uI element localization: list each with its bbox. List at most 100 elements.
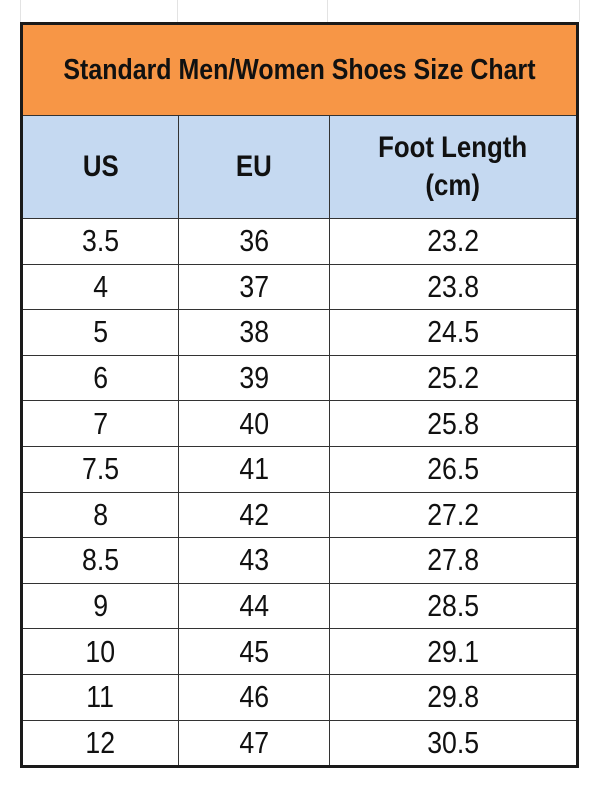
cell-eu: 40 (178, 400, 330, 447)
table-row: 12 47 30.5 (21, 719, 578, 768)
cell-value: 23.2 (427, 223, 479, 259)
cell-value: 25.2 (427, 360, 479, 396)
cell-cm: 26.5 (329, 445, 578, 493)
sheet-gridline (579, 0, 580, 22)
cell-value: 45 (239, 633, 269, 669)
title-text: Standard Men/Women Shoes Size Chart (63, 53, 536, 86)
cell-eu: 36 (178, 218, 330, 265)
cell-value: 42 (239, 496, 269, 532)
cell-us: 11 (21, 673, 179, 721)
cell-us: 4 (21, 263, 179, 311)
cell-value: 37 (239, 268, 269, 304)
cell-us: 9 (21, 582, 179, 630)
cell-eu: 39 (178, 354, 330, 402)
cell-us: 6 (21, 354, 179, 402)
cell-cm: 24.5 (329, 309, 578, 356)
table-row: 7 40 25.8 (21, 400, 578, 447)
table-row: 8 42 27.2 (21, 491, 578, 539)
table-title: Standard Men/Women Shoes Size Chart (21, 23, 578, 116)
table-row: 3.5 36 23.2 (21, 218, 578, 265)
cell-value: 46 (239, 679, 269, 715)
cell-value: 25.8 (427, 405, 479, 441)
table-row: 8.5 43 27.8 (21, 537, 578, 584)
cell-us: 7 (21, 400, 179, 447)
cell-eu: 43 (178, 537, 330, 584)
cell-value: 28.5 (427, 588, 479, 624)
cell-value: 47 (239, 724, 269, 760)
header-row: US EU Foot Length (cm) (21, 115, 578, 219)
table-row: 10 45 29.1 (21, 628, 578, 675)
cell-value: 38 (239, 314, 269, 350)
table-row: 6 39 25.2 (21, 354, 578, 402)
cell-us: 3.5 (21, 218, 179, 265)
cell-value: 44 (239, 588, 269, 624)
cell-value: 8 (93, 496, 108, 532)
column-header-us: US (21, 115, 179, 219)
cell-eu: 47 (178, 719, 330, 768)
cell-cm: 28.5 (329, 582, 578, 630)
cell-value: 4 (93, 268, 108, 304)
cell-value: 9 (93, 588, 108, 624)
cell-value: 41 (239, 451, 269, 487)
cell-value: 12 (85, 724, 116, 760)
cell-value: 7 (93, 405, 108, 441)
cell-value: 29.1 (427, 633, 479, 669)
cell-value: 3.5 (81, 223, 120, 259)
cell-cm: 23.2 (329, 218, 578, 265)
cell-us: 12 (21, 719, 179, 768)
cell-cm: 29.8 (329, 673, 578, 721)
cell-value: 40 (239, 405, 269, 441)
header-label: Foot Length (378, 131, 528, 164)
cell-value: 26.5 (427, 451, 479, 487)
cell-us: 10 (21, 628, 179, 675)
table-row: 7.5 41 26.5 (21, 445, 578, 493)
cell-value: 5 (93, 314, 108, 350)
cell-cm: 29.1 (329, 628, 578, 675)
cell-cm: 30.5 (329, 719, 578, 768)
size-chart-table: Standard Men/Women Shoes Size Chart US E… (20, 22, 579, 769)
cell-cm: 23.8 (329, 263, 578, 311)
cell-us: 7.5 (21, 445, 179, 493)
title-row: Standard Men/Women Shoes Size Chart (21, 23, 578, 116)
cell-cm: 25.2 (329, 354, 578, 402)
cell-eu: 42 (178, 491, 330, 539)
table-row: 5 38 24.5 (21, 309, 578, 356)
header-label: US (82, 150, 119, 183)
cell-value: 30.5 (427, 724, 479, 760)
cell-us: 5 (21, 309, 179, 356)
column-header-eu: EU (178, 115, 330, 219)
cell-value: 8.5 (81, 542, 120, 578)
cell-value: 10 (85, 633, 116, 669)
cell-value: 27.2 (427, 496, 479, 532)
cell-eu: 38 (178, 309, 330, 356)
cell-us: 8.5 (21, 537, 179, 584)
sheet-gridline (327, 0, 328, 22)
cell-value: 27.8 (427, 542, 479, 578)
cell-value: 23.8 (427, 268, 479, 304)
cell-eu: 41 (178, 445, 330, 493)
cell-cm: 27.2 (329, 491, 578, 539)
header-label: EU (236, 150, 272, 183)
cell-value: 36 (239, 223, 269, 259)
cell-eu: 37 (178, 263, 330, 311)
cell-value: 6 (93, 360, 108, 396)
cell-value: 24.5 (427, 314, 479, 350)
cell-value: 39 (239, 360, 269, 396)
cell-cm: 27.8 (329, 537, 578, 584)
cell-value: 11 (86, 679, 115, 715)
cell-value: 7.5 (81, 451, 120, 487)
cell-value: 43 (239, 542, 269, 578)
table-row: 11 46 29.8 (21, 673, 578, 721)
table-row: 9 44 28.5 (21, 582, 578, 630)
header-unit: (cm) (425, 169, 481, 202)
cell-cm: 25.8 (329, 400, 578, 447)
cell-us: 8 (21, 491, 179, 539)
sheet-gridline (177, 0, 178, 22)
cell-eu: 45 (178, 628, 330, 675)
cell-eu: 46 (178, 673, 330, 721)
sheet-gridline (20, 0, 21, 22)
cell-value: 29.8 (427, 679, 479, 715)
table-row: 4 37 23.8 (21, 263, 578, 311)
cell-eu: 44 (178, 582, 330, 630)
column-header-foot-length: Foot Length (cm) (329, 115, 578, 219)
